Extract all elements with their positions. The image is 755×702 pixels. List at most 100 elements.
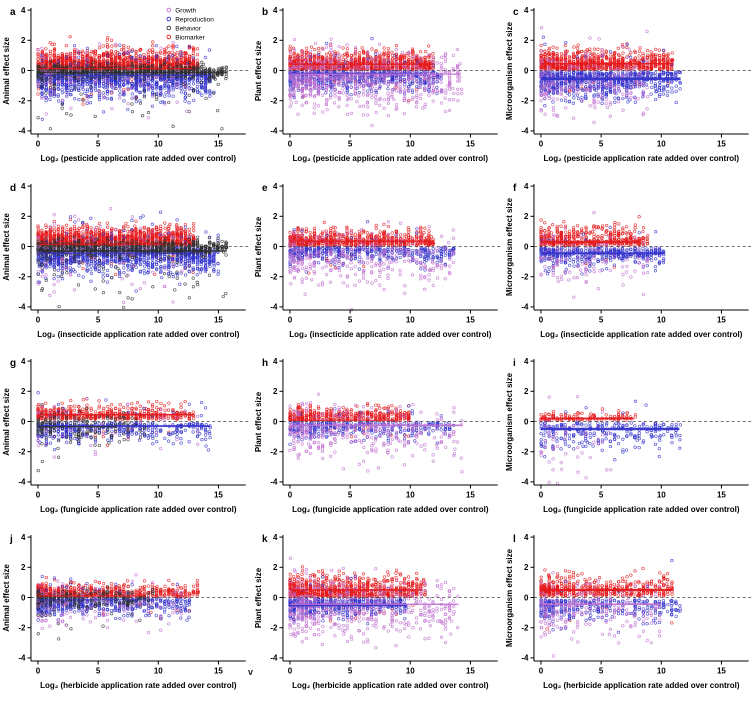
y-tick-label: 0 (524, 66, 529, 75)
panel-i-chart: -4 -2 0 2 4 0 5 10 15 Microorganism effect size Lo… (505, 357, 752, 514)
points-layer (287, 36, 463, 128)
x-tick-label: 0 (36, 315, 41, 324)
y-tick-label: 4 (524, 6, 529, 15)
y-tick-label: 4 (524, 532, 529, 541)
axes: -4 -2 0 2 4 0 5 10 15 (18, 357, 246, 500)
y-tick-label: -2 (522, 272, 530, 281)
points-layer (36, 206, 229, 309)
x-tick-label: 10 (154, 139, 163, 148)
x-axis-title: Log₂ (fungicide application rate added o… (40, 505, 237, 514)
x-tick-label: 0 (539, 666, 544, 675)
y-tick-label: 2 (524, 36, 529, 45)
y-tick-label: 4 (524, 181, 529, 190)
panel-letter: k (262, 533, 268, 544)
points-layer (539, 394, 683, 485)
y-tick-label: 0 (273, 417, 278, 426)
y-tick-label: 4 (273, 357, 278, 366)
panel-c: -4 -2 0 2 4 0 5 10 15 Microorganism effect size Lo… (503, 0, 755, 176)
y-tick-label: -4 (18, 478, 26, 487)
panel-b: -4 -2 0 2 4 0 5 10 15 Plant effect size Log₂ (pest… (252, 0, 504, 176)
y-tick-label: -2 (18, 447, 26, 456)
x-tick-label: 10 (405, 139, 414, 148)
y-tick-label: 2 (21, 212, 26, 221)
y-tick-label: -4 (270, 478, 278, 487)
y-tick-label: 4 (21, 181, 26, 190)
x-tick-label: 15 (717, 315, 726, 324)
y-tick-label: 2 (21, 36, 26, 45)
y-tick-label: 0 (21, 242, 26, 251)
x-tick-label: 10 (657, 666, 666, 675)
y-tick-label: -2 (522, 96, 530, 105)
y-axis-title: Animal effect size (2, 212, 11, 280)
x-tick-label: 5 (599, 315, 604, 324)
y-tick-label: 2 (524, 563, 529, 572)
x-tick-label: 5 (96, 139, 101, 148)
y-tick-label: 2 (524, 387, 529, 396)
x-tick-label: 0 (539, 139, 544, 148)
panel-k: -4 -2 0 2 4 0 5 10 15 Plant effect size Log₂ (herb… (252, 527, 504, 702)
x-tick-label: 15 (214, 315, 223, 324)
axes: -4 -2 0 2 4 0 5 10 15 (18, 532, 246, 675)
x-tick-label: 10 (405, 315, 414, 324)
x-tick-label: 10 (154, 666, 163, 675)
y-tick-label: -4 (18, 302, 26, 311)
x-tick-label: 0 (287, 490, 292, 499)
panel-letter: i (513, 358, 516, 369)
x-axis-title: Log₂ (pesticide application rate added o… (41, 154, 237, 163)
y-tick-label: -2 (522, 623, 530, 632)
panel-f-chart: -4 -2 0 2 4 0 5 10 15 Microorganism effect size Lo… (505, 181, 752, 339)
y-tick-label: 0 (524, 593, 529, 602)
y-axis-title: Plant effect size (254, 391, 263, 452)
axes: -4 -2 0 2 4 0 5 10 15 (18, 181, 246, 324)
y-tick-label: 2 (524, 212, 529, 221)
x-tick-label: 5 (96, 490, 101, 499)
y-tick-label: 0 (273, 242, 278, 251)
y-tick-label: -4 (18, 127, 26, 136)
points-layer (36, 391, 212, 473)
y-tick-label: -2 (18, 96, 26, 105)
panel-h: -4 -2 0 2 4 0 5 10 15 Plant effect size Log₂ (fung… (252, 351, 504, 527)
x-tick-label: 10 (657, 315, 666, 324)
panel-letter: g (10, 358, 16, 369)
y-axis-title: Animal effect size (2, 563, 11, 631)
y-tick-label: 0 (524, 417, 529, 426)
panel-e-chart: -4 -2 0 2 4 0 5 10 15 Plant effect size Log₂ (inse… (254, 181, 501, 339)
legend-marker-behavior (166, 25, 172, 31)
x-tick-label: 10 (154, 490, 163, 499)
x-tick-label: 5 (348, 139, 353, 148)
y-tick-label: 2 (273, 387, 278, 396)
y-axis-title: Animal effect size (2, 388, 11, 456)
panel-letter: j (9, 533, 13, 544)
x-tick-label: 0 (287, 666, 292, 675)
y-tick-label: 0 (273, 66, 278, 75)
y-tick-label: 4 (273, 181, 278, 190)
axes: -4 -2 0 2 4 0 5 10 15 (270, 357, 498, 500)
y-tick-label: -2 (18, 623, 26, 632)
panel-j-chart: -4 -2 0 2 4 0 5 10 15 Animal effect size Log₂ (her… (2, 532, 249, 690)
x-tick-label: 10 (657, 139, 666, 148)
y-axis-title: Microorganism effect size (505, 548, 514, 647)
panel-letter: e (262, 182, 268, 193)
panel-letter: c (513, 7, 519, 18)
legend-label-behavior: Behavior (175, 25, 201, 32)
panel-l-chart: -4 -2 0 2 4 0 5 10 15 Microorganism effect size Lo… (505, 532, 752, 690)
x-axis-title: Log₂ (herbicide application rate added o… (40, 680, 237, 689)
y-tick-label: -4 (18, 653, 26, 662)
x-tick-label: 0 (36, 139, 41, 148)
x-tick-label: 5 (599, 139, 604, 148)
x-tick-label: 15 (466, 666, 475, 675)
x-tick-label: 5 (599, 490, 604, 499)
legend: Growth Reproduction Behavior Biomarker (166, 7, 214, 41)
points-layer (287, 219, 456, 311)
points-layer (539, 558, 682, 658)
panel-letter: f (513, 182, 517, 193)
x-tick-label: 15 (717, 666, 726, 675)
points-layer (539, 26, 683, 125)
x-tick-label: 15 (466, 490, 475, 499)
y-axis-title: Microorganism effect size (505, 21, 514, 120)
legend-marker-growth (166, 7, 172, 13)
panel-d-chart: -4 -2 0 2 4 0 5 10 15 Animal effect size Log₂ (ins… (2, 181, 249, 339)
x-tick-label: 15 (466, 139, 475, 148)
legend-marker-reproduction (166, 16, 172, 22)
